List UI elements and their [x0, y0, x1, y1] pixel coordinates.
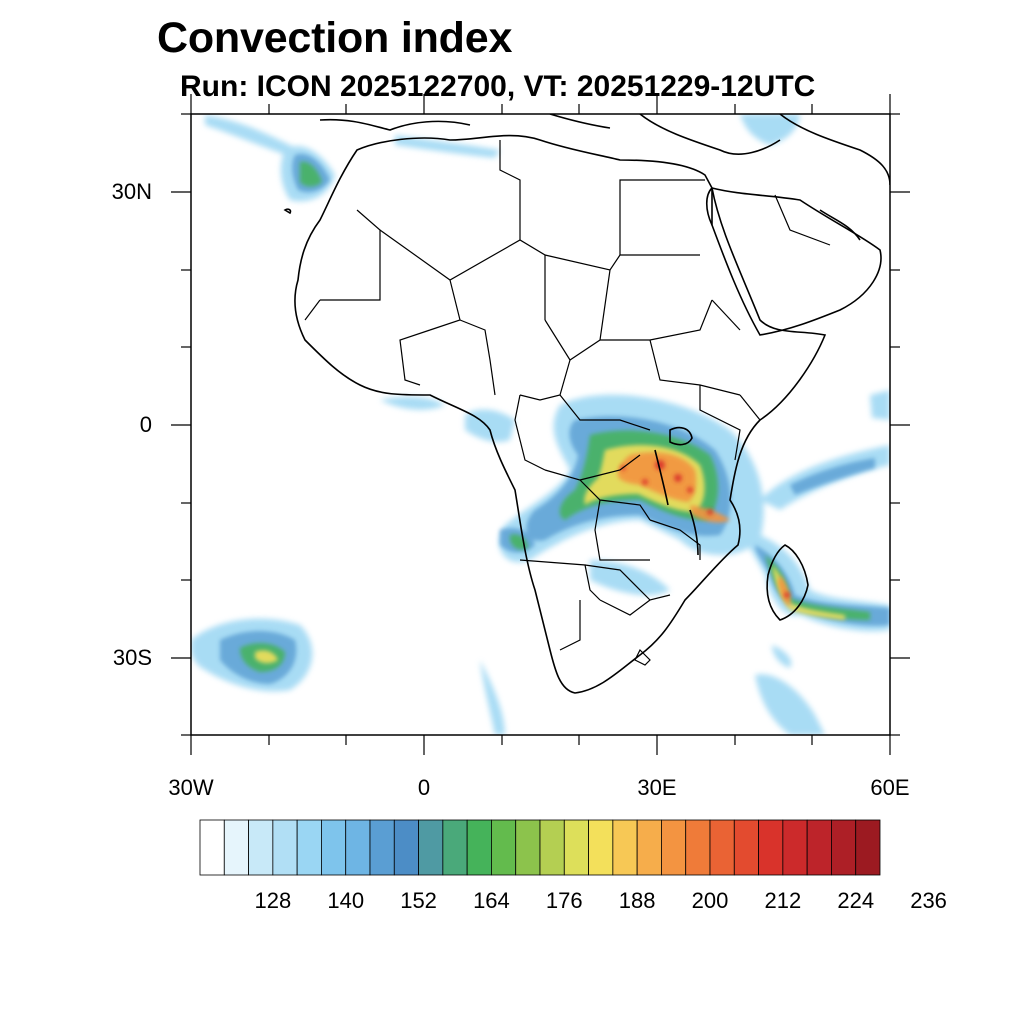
colorbar-tick-label: 164	[473, 888, 510, 913]
colorbar-tick-label: 140	[327, 888, 365, 913]
chart-subtitle: Run: ICON 2025122700, VT: 20251229-12UTC	[180, 70, 816, 103]
lat-label-30n: 30N	[111, 179, 152, 204]
country-borders	[304, 140, 831, 666]
colorbar-swatch	[296, 819, 322, 876]
colorbar-swatch	[418, 819, 444, 876]
colorbar-swatch	[248, 819, 274, 876]
colorbar	[199, 819, 881, 876]
colorbar-swatch	[321, 819, 347, 876]
colorbar-swatch	[661, 819, 687, 876]
colorbar-tick-label: 212	[764, 888, 802, 913]
colorbar-swatch	[272, 819, 298, 876]
colorbar-swatch	[782, 819, 808, 876]
colorbar-swatch	[806, 819, 832, 876]
colorbar-swatch	[223, 819, 249, 876]
lat-label-0: 0	[139, 412, 152, 437]
colorbar-tick-label: 188	[618, 888, 656, 913]
lon-label-30w: 30W	[168, 775, 214, 800]
axis-ticks	[171, 94, 910, 755]
colorbar-swatch	[685, 819, 711, 876]
colorbar-swatch	[199, 819, 225, 876]
colorbar-tick-label: 176	[545, 888, 583, 913]
colorbar-swatch	[515, 819, 541, 876]
colorbar-swatch	[345, 819, 371, 876]
colorbar-tick-label: 236	[910, 888, 947, 913]
colorbar-swatch	[442, 819, 468, 876]
colorbar-swatch	[491, 819, 517, 876]
colorbar-swatch	[636, 819, 662, 876]
colorbar-swatch	[563, 819, 589, 876]
colorbar-swatch	[831, 819, 857, 876]
colorbar-swatch	[855, 819, 881, 876]
colorbar-tick-label: 200	[691, 888, 729, 913]
colorbar-swatch	[612, 819, 638, 876]
colorbar-swatch	[758, 819, 784, 876]
lon-label-30e: 30E	[637, 775, 677, 800]
colorbar-swatch	[588, 819, 614, 876]
colorbar-tick-label: 152	[400, 888, 437, 913]
colorbar-tick-label: 224	[837, 888, 875, 913]
colorbar-swatch	[393, 819, 419, 876]
colorbar-swatch	[539, 819, 565, 876]
colorbar-swatch	[733, 819, 759, 876]
lon-label-60e: 60E	[870, 775, 910, 800]
lon-label-0: 0	[417, 775, 431, 800]
colorbar-swatch	[466, 819, 492, 876]
chart-title: Convection index	[157, 14, 513, 62]
colorbar-swatch	[369, 819, 395, 876]
coastlines	[283, 114, 890, 694]
colorbar-swatch	[709, 819, 735, 876]
lat-label-30s: 30S	[112, 645, 152, 670]
colorbar-tick-label: 128	[254, 888, 292, 913]
convection-field	[191, 114, 890, 735]
